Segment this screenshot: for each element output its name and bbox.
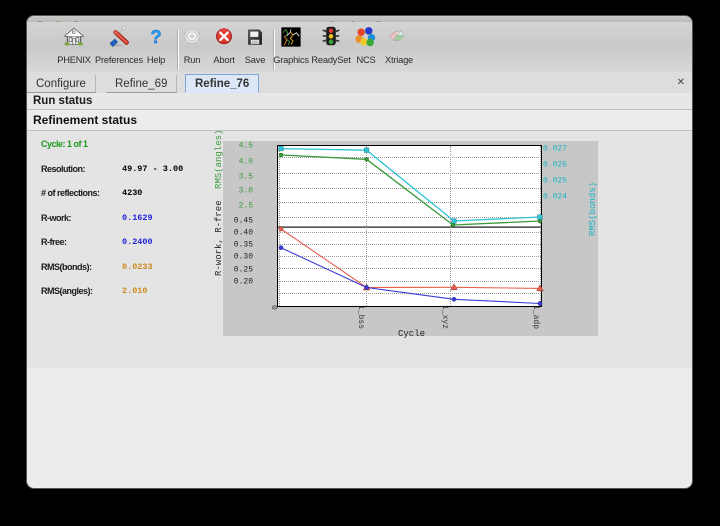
svg-text:?: ? xyxy=(150,26,161,47)
